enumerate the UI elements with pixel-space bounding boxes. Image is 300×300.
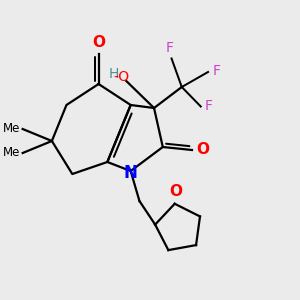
- Text: O: O: [92, 35, 105, 50]
- Text: Me: Me: [2, 146, 20, 160]
- Text: -O: -O: [114, 70, 130, 84]
- Text: H: H: [109, 68, 119, 81]
- Text: F: F: [166, 41, 174, 56]
- Text: O: O: [196, 142, 209, 158]
- Text: O: O: [170, 184, 183, 199]
- Text: Me: Me: [2, 122, 20, 136]
- Text: N: N: [124, 164, 138, 181]
- Text: F: F: [212, 64, 220, 77]
- Text: F: F: [205, 100, 213, 113]
